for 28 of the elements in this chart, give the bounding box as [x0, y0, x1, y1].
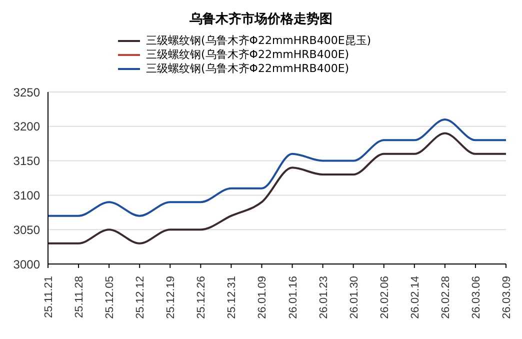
legend-label: 三级螺纹钢(乌鲁木齐Φ22mmHRB400E) [146, 48, 350, 62]
chart-title: 乌鲁木齐市场价格走势图 [188, 10, 334, 28]
x-tick-label: 26.01.23 [318, 276, 330, 319]
x-tick-label: 25.12.19 [165, 276, 178, 319]
x-tick-label: 25.12.31 [226, 276, 238, 319]
x-tick-label: 26.02.28 [440, 276, 452, 319]
x-tick-label: 26.02.06 [378, 276, 391, 319]
y-tick-label: 3050 [13, 222, 40, 237]
x-tick-label: 25.12.05 [104, 276, 116, 319]
legend-label: 三级螺纹钢(乌鲁木齐Φ22mmHRB400E昆玉) [146, 34, 372, 48]
x-tick-label: 25.12.26 [196, 276, 208, 319]
x-tick-label: 26.01.16 [287, 276, 300, 319]
y-tick-label: 3250 [13, 85, 40, 100]
x-tick-label: 25.11.21 [43, 276, 55, 318]
y-tick-label: 3200 [13, 120, 40, 134]
x-tick-label: 26.01.30 [348, 276, 360, 319]
x-tick-label: 25.11.28 [74, 276, 86, 318]
y-tick-label: 3000 [13, 257, 40, 272]
x-tick-label: 26.03.09 [501, 276, 513, 319]
y-tick-label: 3150 [13, 154, 40, 168]
y-tick-label: 3100 [13, 188, 40, 202]
line-series [47, 118, 507, 217]
line-series [47, 132, 507, 244]
x-tick-label: 26.03.06 [470, 276, 482, 319]
x-tick-label: 26.02.14 [409, 276, 422, 319]
x-tick-label: 26.01.09 [256, 276, 269, 319]
legend-label: 三级螺纹钢(乌鲁木齐Φ22mmHRB400E) [146, 62, 350, 76]
x-tick-label: 25.12.12 [134, 276, 147, 319]
